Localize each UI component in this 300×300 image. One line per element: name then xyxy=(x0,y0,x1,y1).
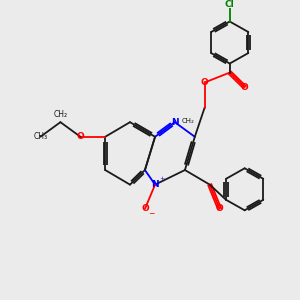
Text: N: N xyxy=(171,118,178,127)
Text: O: O xyxy=(241,83,248,92)
Text: O: O xyxy=(141,204,149,213)
Text: O: O xyxy=(76,132,84,141)
Text: N: N xyxy=(151,180,159,189)
Text: −: − xyxy=(148,210,155,219)
Text: O: O xyxy=(216,204,224,213)
Text: O: O xyxy=(201,78,208,87)
Text: CH₂: CH₂ xyxy=(181,118,194,124)
Text: CH₂: CH₂ xyxy=(53,110,68,118)
Text: +: + xyxy=(159,176,164,181)
Text: CH₃: CH₃ xyxy=(33,132,47,141)
Text: Cl: Cl xyxy=(225,0,235,9)
